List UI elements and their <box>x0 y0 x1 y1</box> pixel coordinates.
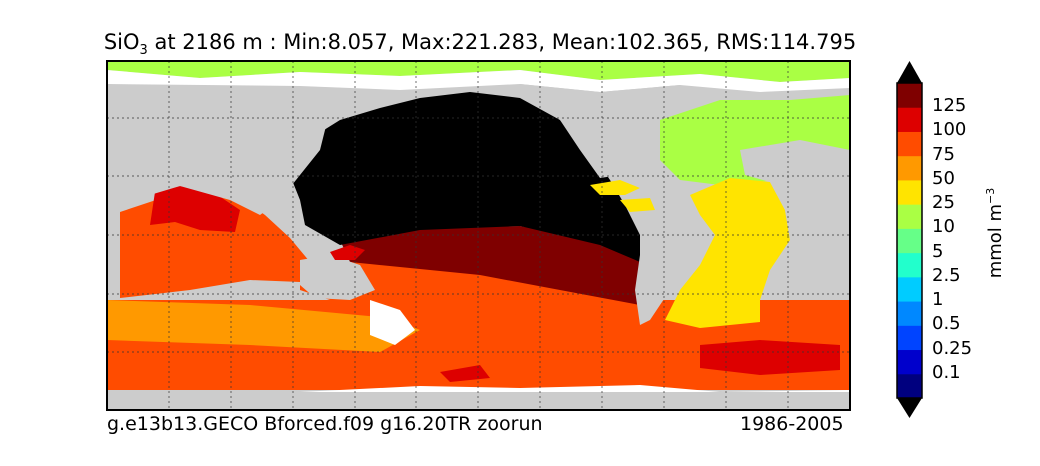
plot-title: SiO3 at 2186 m : Min:8.057, Max:221.283,… <box>0 30 960 58</box>
colorbar-extend-max <box>897 61 922 83</box>
pacific-sector-red <box>440 365 490 382</box>
southern-indian-orange <box>107 300 420 352</box>
colorbar-segment <box>897 276 922 302</box>
colorbar-segment <box>897 325 922 351</box>
colorbar-units: mmol m−3 <box>984 188 1006 279</box>
colorbar-segment <box>897 373 922 399</box>
colorbar-extend-min <box>897 398 922 418</box>
colorbar-segment <box>897 155 922 181</box>
colorbar-tick-label: 5 <box>932 240 944 262</box>
colorbar-tick-label: 0.25 <box>932 337 973 359</box>
north-america-land <box>520 84 700 178</box>
colorbar-segment <box>897 204 922 229</box>
pacific-dark-red <box>340 226 640 305</box>
south-america-land <box>635 212 700 325</box>
southern-ocean-dark-red <box>700 340 840 375</box>
colorbar-segment <box>897 252 922 278</box>
colorbar-tick-label: 2.5 <box>932 264 961 286</box>
title-subscript: 3 <box>139 43 148 59</box>
eurasia-land <box>107 84 330 215</box>
colorbar-segment <box>897 349 922 375</box>
colorbar-segment <box>897 131 922 157</box>
australia-land <box>300 255 375 300</box>
atlantic-yellow <box>665 178 790 328</box>
units-exponent: −3 <box>984 187 997 204</box>
colorbar-segment <box>897 83 922 108</box>
colorbar-segment <box>897 107 922 132</box>
graticule <box>107 61 850 410</box>
date-range-caption: 1986-2005 <box>740 413 844 435</box>
run-name-caption: g.e13b13.GECO Bforced.f09 g16.20TR zooru… <box>107 413 543 435</box>
colorbar-tick-label: 100 <box>932 119 967 141</box>
units-base: mmol m <box>985 203 1006 279</box>
colorbar-tick-label: 10 <box>932 216 955 238</box>
indonesia-red <box>330 245 365 260</box>
colorbar-tick-label: 25 <box>932 192 955 214</box>
colorbar-tick-label: 50 <box>932 167 955 189</box>
caribbean-yellow <box>590 180 640 195</box>
colorbar-tick-label: 0.1 <box>932 361 961 383</box>
colorbar-segment <box>897 301 922 326</box>
colorbar-tick-label: 75 <box>932 143 955 165</box>
colorbar-tick-label: 125 <box>932 95 967 117</box>
gulf-yellow <box>620 198 655 212</box>
colorbar-tick-label: 0.5 <box>932 313 961 335</box>
colorbar-segment <box>897 228 922 254</box>
title-species: SiO <box>103 30 140 54</box>
arctic-shelf <box>107 70 850 92</box>
nz-shelf <box>370 300 415 345</box>
title-rest: at 2186 m : Min:8.057, Max:221.283, Mean… <box>147 30 857 54</box>
africa-land <box>740 140 850 300</box>
colorbar-segment <box>897 179 922 205</box>
indian-ocean-north <box>150 186 240 232</box>
colorbar-frame <box>896 82 923 399</box>
colorbar-tick-label: 1 <box>932 289 944 311</box>
map-frame <box>106 60 851 411</box>
north-pacific-high <box>290 92 640 262</box>
